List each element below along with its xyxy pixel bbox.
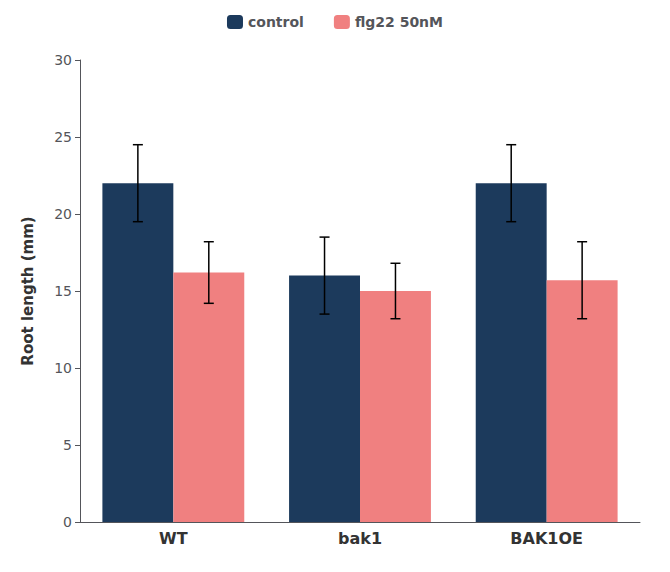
svg-text:flg22 50nM: flg22 50nM xyxy=(355,14,443,30)
svg-text:20: 20 xyxy=(54,206,72,222)
svg-text:25: 25 xyxy=(54,129,72,145)
svg-text:control: control xyxy=(248,14,304,30)
svg-text:15: 15 xyxy=(54,283,72,299)
svg-text:WT: WT xyxy=(159,529,188,548)
svg-text:BAK1OE: BAK1OE xyxy=(510,529,583,548)
svg-text:30: 30 xyxy=(54,52,72,68)
svg-text:bak1: bak1 xyxy=(338,529,382,548)
svg-text:Root length (mm): Root length (mm) xyxy=(19,216,37,365)
svg-text:0: 0 xyxy=(63,514,72,530)
svg-text:10: 10 xyxy=(54,360,72,376)
svg-text:5: 5 xyxy=(63,437,72,453)
